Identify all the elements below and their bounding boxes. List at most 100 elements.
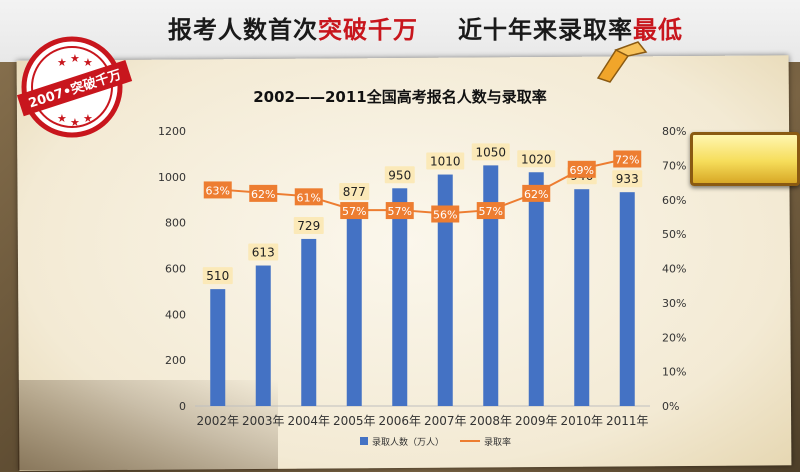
bar-data-label-bg <box>202 267 233 285</box>
headline-left-highlight: 突破千万 <box>318 16 418 44</box>
x-tick-label: 2007年 <box>424 414 467 428</box>
line-path <box>217 157 628 215</box>
y-left-tick-label: 0 <box>179 400 186 413</box>
x-tick-label: 2008年 <box>469 414 512 428</box>
line-data-label-bg <box>431 205 460 223</box>
y-left-tick-label: 1200 <box>158 125 186 138</box>
line-data-label-bg <box>203 181 232 199</box>
bar-data-label-bg <box>293 216 324 234</box>
bar-data-label: 613 <box>252 246 275 260</box>
stamp-stars: ★ ★ ★ ★ ★ ★ <box>57 52 93 129</box>
bar-data-label-bg <box>426 152 465 170</box>
legend: 录取人数（万人） 录取率 <box>360 436 511 448</box>
y-right-tick-label: 60% <box>662 194 686 207</box>
bar <box>483 165 499 406</box>
line-data-label: 62% <box>524 188 548 201</box>
paper-corner-shadow <box>18 380 278 470</box>
line-data-label: 62% <box>251 188 275 201</box>
line-data-label: 57% <box>342 205 366 218</box>
bar-data-label-bg <box>517 150 556 168</box>
x-tick-label: 2003年 <box>242 414 285 428</box>
stamp-ribbon <box>16 60 133 117</box>
bar <box>346 205 362 406</box>
bar-data-label: 933 <box>616 172 639 186</box>
legend-label-line: 录取率 <box>484 436 511 448</box>
y-right-tick-label: 40% <box>662 263 686 276</box>
y-right-tick-label: 30% <box>662 297 686 310</box>
legend-label-bar: 录取人数（万人） <box>372 436 444 448</box>
milestone-stamp: ★ ★ ★ ★ ★ ★ 2007•突破千万 <box>16 36 133 138</box>
y-right-tick-label: 0% <box>662 400 679 413</box>
headline-right: 近十年来录取率最低 <box>458 10 683 50</box>
bar-data-label: 1020 <box>521 152 552 166</box>
x-tick-label: 2004年 <box>287 414 330 428</box>
svg-text:★: ★ <box>70 52 80 65</box>
line-data-label-bg <box>249 184 278 202</box>
bar-data-label-bg <box>384 166 415 184</box>
x-tick-label: 2005年 <box>333 414 376 428</box>
bar-data-label-bg <box>612 170 643 188</box>
line-data-label: 57% <box>479 205 503 218</box>
svg-text:★: ★ <box>57 112 67 125</box>
y-axis-right: 0% 10% 20% 30% 40% 50% 60% 70% 80% <box>662 125 686 413</box>
svg-text:★: ★ <box>70 116 80 129</box>
bar <box>301 238 317 406</box>
line-data-label: 61% <box>297 191 321 204</box>
bar <box>574 189 590 406</box>
x-tick-label: 2010年 <box>560 414 603 428</box>
line-data-label: 57% <box>388 205 412 218</box>
line-data-label: 69% <box>570 164 594 177</box>
line-data-label: 72% <box>615 154 639 167</box>
bar <box>619 192 635 406</box>
bar <box>437 174 453 406</box>
y-right-tick-label: 10% <box>662 366 686 379</box>
bar-data-label: 877 <box>343 185 366 199</box>
y-right-tick-label: 50% <box>662 228 686 241</box>
headline-band: 报考人数首次突破千万 近十年来录取率最低 <box>0 0 800 62</box>
y-left-tick-label: 1000 <box>158 171 186 184</box>
line-data-label-bg <box>567 160 596 178</box>
bar-data-label: 1050 <box>475 145 506 159</box>
x-tick-label: 2002年 <box>196 414 239 428</box>
line-data-label-bg <box>294 188 323 206</box>
y-left-tick-label: 600 <box>165 263 186 276</box>
y-left-tick-label: 800 <box>165 217 186 230</box>
y-axis-left: 0 200 400 600 800 1000 1200 <box>158 125 186 413</box>
x-axis: 2002年 2003年 2004年 2005年 2006年 2007年 2008年 2009年… <box>195 405 650 428</box>
bar-data-label-bg <box>339 183 370 201</box>
line-data-label-bg <box>476 202 505 220</box>
line-data-label-bg <box>385 202 414 220</box>
gold-tag-decoration <box>690 132 800 186</box>
headline-right-plain: 近十年来录取率 <box>458 16 633 44</box>
bar-data-label: 950 <box>388 168 411 182</box>
bar-data-label: 510 <box>206 269 229 283</box>
bar <box>392 188 408 406</box>
bar <box>210 289 226 406</box>
x-tick-label: 2011年 <box>606 414 649 428</box>
x-tick-label: 2006年 <box>378 414 421 428</box>
bar-data-label-bg <box>248 243 279 261</box>
line-data-label-bg <box>522 184 551 202</box>
y-right-tick-label: 70% <box>662 159 686 172</box>
line-data-label: 63% <box>206 184 230 197</box>
line-series: 63% 62% 61% 57% 57% 56% 57% 62% 69% 72% <box>203 150 642 223</box>
svg-text:★: ★ <box>57 56 67 69</box>
y-left-tick-label: 200 <box>165 354 186 367</box>
bar-series: 510613729877950101010501020946933 <box>202 143 643 406</box>
y-left-tick-label: 400 <box>165 308 186 321</box>
headline-left-plain: 报考人数首次 <box>168 16 318 44</box>
headline-right-highlight: 最低 <box>633 16 683 44</box>
line-data-label: 56% <box>433 209 457 222</box>
y-right-tick-label: 20% <box>662 331 686 344</box>
x-tick-label: 2009年 <box>515 414 558 428</box>
bar-data-label-bg <box>471 143 510 161</box>
line-data-label-bg <box>613 150 642 168</box>
legend-swatch-bar <box>360 437 368 445</box>
bar <box>528 172 544 406</box>
pushpin-decoration <box>596 41 648 83</box>
y-right-tick-label: 80% <box>662 125 686 138</box>
headline-left: 报考人数首次突破千万 <box>168 10 418 50</box>
bar-data-label: 1010 <box>430 155 461 169</box>
bar <box>255 265 271 406</box>
